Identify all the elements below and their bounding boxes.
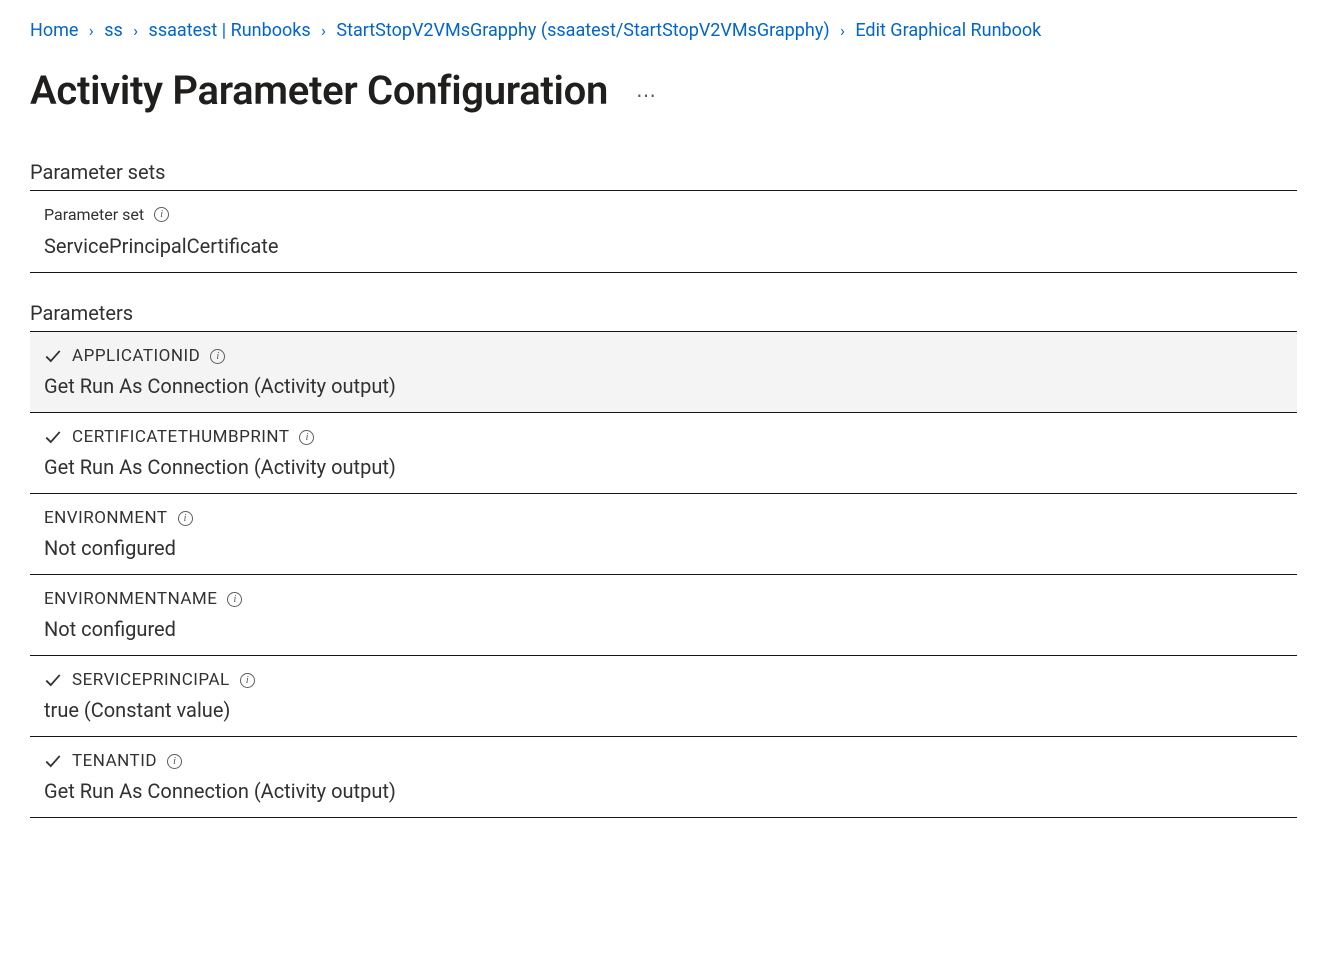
parameters-heading: Parameters [30, 301, 1297, 325]
parameter-row[interactable]: ENVIRONMENT i Not configured [30, 494, 1297, 575]
parameter-set-value: ServicePrincipalCertificate [44, 234, 1297, 258]
parameter-name: TENANTID [72, 751, 157, 771]
parameter-value: Not configured [44, 536, 1297, 560]
info-icon[interactable]: i [299, 430, 314, 445]
breadcrumb-link-runbook-detail[interactable]: StartStopV2VMsGrapphy (ssaatest/StartSto… [336, 20, 829, 41]
parameter-sets-section: Parameter sets Parameter set i ServicePr… [30, 160, 1297, 273]
info-icon[interactable]: i [154, 207, 169, 222]
breadcrumb-link-edit[interactable]: Edit Graphical Runbook [855, 20, 1041, 41]
more-actions-button[interactable]: ⋯ [636, 75, 658, 107]
check-icon [44, 428, 62, 446]
info-icon[interactable]: i [240, 673, 255, 688]
info-icon[interactable]: i [210, 349, 225, 364]
parameter-set-row[interactable]: Parameter set i ServicePrincipalCertific… [30, 191, 1297, 273]
parameter-row[interactable]: TENANTID i Get Run As Connection (Activity… [30, 737, 1297, 818]
parameter-name: CERTIFICATETHUMBPRINT [72, 427, 289, 447]
info-icon[interactable]: i [227, 592, 242, 607]
parameter-row[interactable]: APPLICATIONID i Get Run As Connection (Act… [30, 332, 1297, 413]
breadcrumb: Home › ss › ssaatest | Runbooks › StartS… [30, 18, 1297, 43]
breadcrumb-link-home[interactable]: Home [30, 20, 78, 41]
parameters-section: Parameters APPLICATIONID i Get Run As Conn… [30, 301, 1297, 818]
check-icon [44, 752, 62, 770]
parameter-row[interactable]: ENVIRONMENTNAME i Not configured [30, 575, 1297, 656]
breadcrumb-link-runbooks[interactable]: ssaatest | Runbooks [149, 20, 311, 41]
parameter-name: SERVICEPRINCIPAL [72, 670, 230, 690]
parameter-name: ENVIRONMENT [44, 508, 168, 528]
page-title: Activity Parameter Configuration [30, 67, 608, 114]
parameter-value: Get Run As Connection (Activity output) [44, 374, 1297, 398]
parameter-row[interactable]: CERTIFICATETHUMBPRINT i Get Run As Connect… [30, 413, 1297, 494]
parameter-value: true (Constant value) [44, 698, 1297, 722]
info-icon[interactable]: i [178, 511, 193, 526]
breadcrumb-link-ss[interactable]: ss [104, 20, 123, 41]
info-icon[interactable]: i [167, 754, 182, 769]
check-icon [44, 347, 62, 365]
chevron-right-icon: › [133, 20, 138, 42]
parameter-value: Get Run As Connection (Activity output) [44, 779, 1297, 803]
parameter-name: ENVIRONMENTNAME [44, 589, 217, 609]
parameter-row[interactable]: SERVICEPRINCIPAL i true (Constant value) [30, 656, 1297, 737]
check-icon [44, 671, 62, 689]
parameter-value: Not configured [44, 617, 1297, 641]
chevron-right-icon: › [321, 20, 326, 42]
chevron-right-icon: › [840, 20, 845, 42]
parameter-sets-heading: Parameter sets [30, 160, 1297, 184]
parameter-value: Get Run As Connection (Activity output) [44, 455, 1297, 479]
chevron-right-icon: › [89, 20, 94, 42]
parameter-set-label: Parameter set [44, 205, 144, 224]
parameter-name: APPLICATIONID [72, 346, 200, 366]
